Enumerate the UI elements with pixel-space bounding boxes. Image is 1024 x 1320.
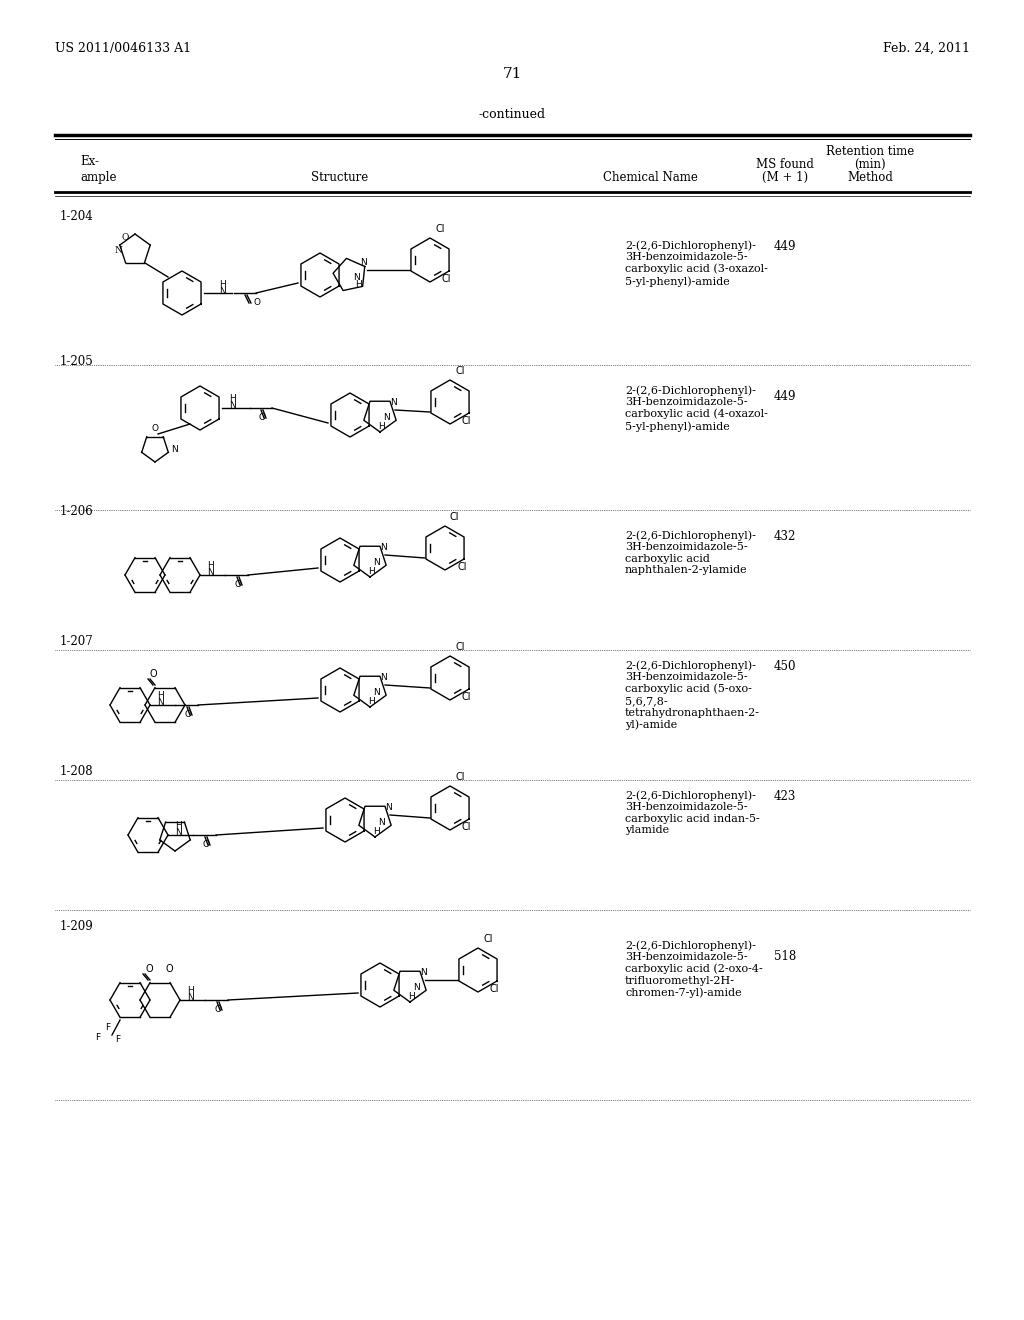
Text: H: H (186, 986, 194, 995)
Text: Cl: Cl (462, 692, 471, 702)
Text: N: N (207, 568, 213, 577)
Text: Feb. 24, 2011: Feb. 24, 2011 (883, 42, 970, 55)
Text: Cl: Cl (455, 772, 465, 781)
Text: N: N (353, 273, 359, 282)
Text: 1-207: 1-207 (60, 635, 94, 648)
Text: Cl: Cl (462, 416, 471, 426)
Text: N: N (378, 818, 385, 828)
Text: F: F (105, 1023, 111, 1032)
Text: -continued: -continued (478, 108, 546, 121)
Text: 1-208: 1-208 (60, 766, 93, 777)
Text: N: N (219, 286, 225, 296)
Text: US 2011/0046133 A1: US 2011/0046133 A1 (55, 42, 191, 55)
Text: 449: 449 (774, 240, 797, 253)
Text: (M + 1): (M + 1) (762, 172, 808, 183)
Text: H: H (408, 993, 415, 1001)
Text: H: H (378, 422, 385, 432)
Text: MS found: MS found (756, 158, 814, 172)
Text: O: O (258, 413, 265, 422)
Text: H: H (368, 568, 375, 576)
Text: 1-209: 1-209 (60, 920, 94, 933)
Text: N: N (390, 399, 396, 407)
Text: F: F (115, 1035, 120, 1044)
Text: H: H (175, 821, 181, 830)
Text: F: F (95, 1034, 100, 1041)
Text: N: N (114, 246, 122, 255)
Text: N: N (380, 673, 387, 682)
Text: O: O (184, 710, 191, 719)
Text: 2-(2,6-Dichlorophenyl)-
3H-benzoimidazole-5-
carboxylic acid (2-oxo-4-
trifluoro: 2-(2,6-Dichlorophenyl)- 3H-benzoimidazol… (625, 940, 763, 998)
Text: O: O (150, 669, 158, 678)
Text: 432: 432 (774, 531, 797, 543)
Text: Cl: Cl (435, 224, 444, 234)
Text: ample: ample (80, 172, 117, 183)
Text: Cl: Cl (457, 562, 467, 572)
Text: 2-(2,6-Dichlorophenyl)-
3H-benzoimidazole-5-
carboxylic acid
naphthalen-2-ylamid: 2-(2,6-Dichlorophenyl)- 3H-benzoimidazol… (625, 531, 756, 576)
Text: O: O (203, 840, 210, 849)
Text: Cl: Cl (442, 275, 452, 284)
Text: N: N (175, 828, 181, 837)
Text: O: O (214, 1005, 221, 1014)
Text: H: H (228, 393, 236, 403)
Text: N: N (385, 803, 392, 812)
Text: 450: 450 (774, 660, 797, 673)
Text: N: N (186, 993, 194, 1002)
Text: Cl: Cl (455, 366, 465, 376)
Text: N: N (380, 543, 387, 552)
Text: Chemical Name: Chemical Name (602, 172, 697, 183)
Text: Cl: Cl (450, 512, 460, 521)
Text: 2-(2,6-Dichlorophenyl)-
3H-benzoimidazole-5-
carboxylic acid (3-oxazol-
5-yl-phe: 2-(2,6-Dichlorophenyl)- 3H-benzoimidazol… (625, 240, 768, 286)
Text: N: N (360, 257, 367, 267)
Text: Retention time: Retention time (826, 145, 914, 158)
Text: Cl: Cl (490, 983, 500, 994)
Text: 2-(2,6-Dichlorophenyl)-
3H-benzoimidazole-5-
carboxylic acid (4-oxazol-
5-yl-phe: 2-(2,6-Dichlorophenyl)- 3H-benzoimidazol… (625, 385, 768, 432)
Text: O: O (254, 298, 260, 308)
Text: 71: 71 (503, 67, 521, 81)
Text: 1-205: 1-205 (60, 355, 94, 368)
Text: 1-204: 1-204 (60, 210, 94, 223)
Text: Ex-: Ex- (80, 154, 99, 168)
Text: H: H (157, 690, 164, 700)
Text: N: N (413, 983, 420, 993)
Text: Cl: Cl (483, 935, 493, 944)
Text: O: O (234, 579, 242, 589)
Text: N: N (420, 968, 427, 977)
Text: Cl: Cl (455, 642, 465, 652)
Text: 449: 449 (774, 389, 797, 403)
Text: (min): (min) (854, 158, 886, 172)
Text: O: O (152, 424, 159, 433)
Text: N: N (383, 413, 390, 422)
Text: 2-(2,6-Dichlorophenyl)-
3H-benzoimidazole-5-
carboxylic acid (5-oxo-
5,6,7,8-
te: 2-(2,6-Dichlorophenyl)- 3H-benzoimidazol… (625, 660, 760, 730)
Text: 423: 423 (774, 789, 797, 803)
Text: 2-(2,6-Dichlorophenyl)-
3H-benzoimidazole-5-
carboxylic acid indan-5-
ylamide: 2-(2,6-Dichlorophenyl)- 3H-benzoimidazol… (625, 789, 760, 836)
Text: N: N (228, 401, 236, 411)
Text: O: O (121, 234, 129, 242)
Text: H: H (219, 280, 225, 289)
Text: 1-206: 1-206 (60, 506, 94, 517)
Text: N: N (171, 445, 178, 454)
Text: H: H (355, 280, 361, 289)
Text: N: N (157, 698, 164, 708)
Text: Cl: Cl (462, 822, 471, 832)
Text: H: H (373, 828, 380, 836)
Text: 518: 518 (774, 950, 796, 964)
Text: O: O (165, 964, 173, 974)
Text: N: N (373, 688, 380, 697)
Text: H: H (207, 561, 213, 570)
Text: Method: Method (847, 172, 893, 183)
Text: H: H (368, 697, 375, 706)
Text: N: N (373, 558, 380, 568)
Text: Structure: Structure (311, 172, 369, 183)
Text: O: O (145, 964, 153, 974)
